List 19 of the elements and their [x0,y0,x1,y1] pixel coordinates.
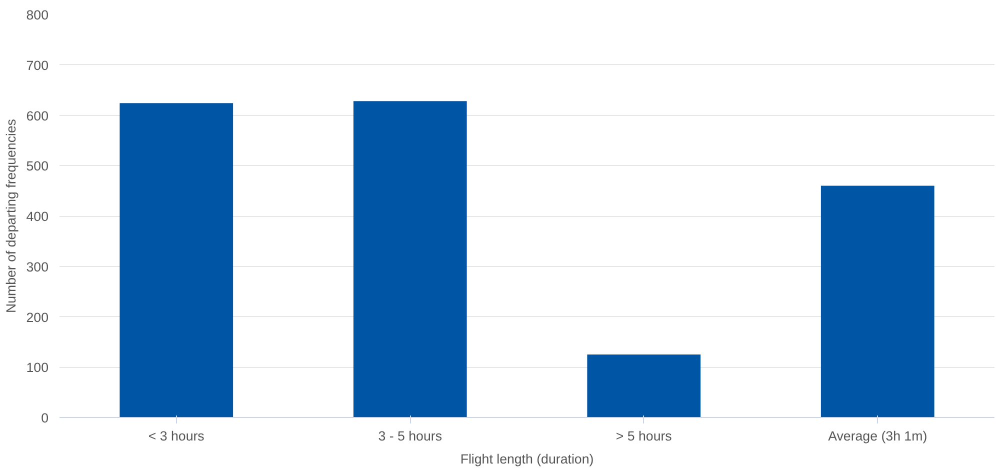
x-tick-label: > 5 hours [616,428,672,444]
y-tick-label: 800 [26,8,49,22]
x-tick-label: < 3 hours [148,428,205,444]
y-tick-label: 300 [26,259,49,274]
bar [120,103,234,418]
y-tick-label: 700 [26,58,49,73]
y-tick-label: 100 [26,360,49,376]
x-tick-label: 3 - 5 hours [378,428,442,444]
y-tick-label: 200 [26,310,49,325]
y-tick-label: 500 [26,158,49,174]
x-axis-title: Flight length (duration) [460,452,594,466]
x-tick-label: Average (3h 1m) [828,428,928,444]
bar [353,101,467,418]
y-axis-title: Number of departing frequencies [3,118,18,314]
y-tick-label: 0 [41,410,49,426]
y-tick-label: 400 [26,209,49,224]
bar [820,186,934,418]
y-tick-label: 600 [26,108,49,124]
bar [587,354,701,418]
